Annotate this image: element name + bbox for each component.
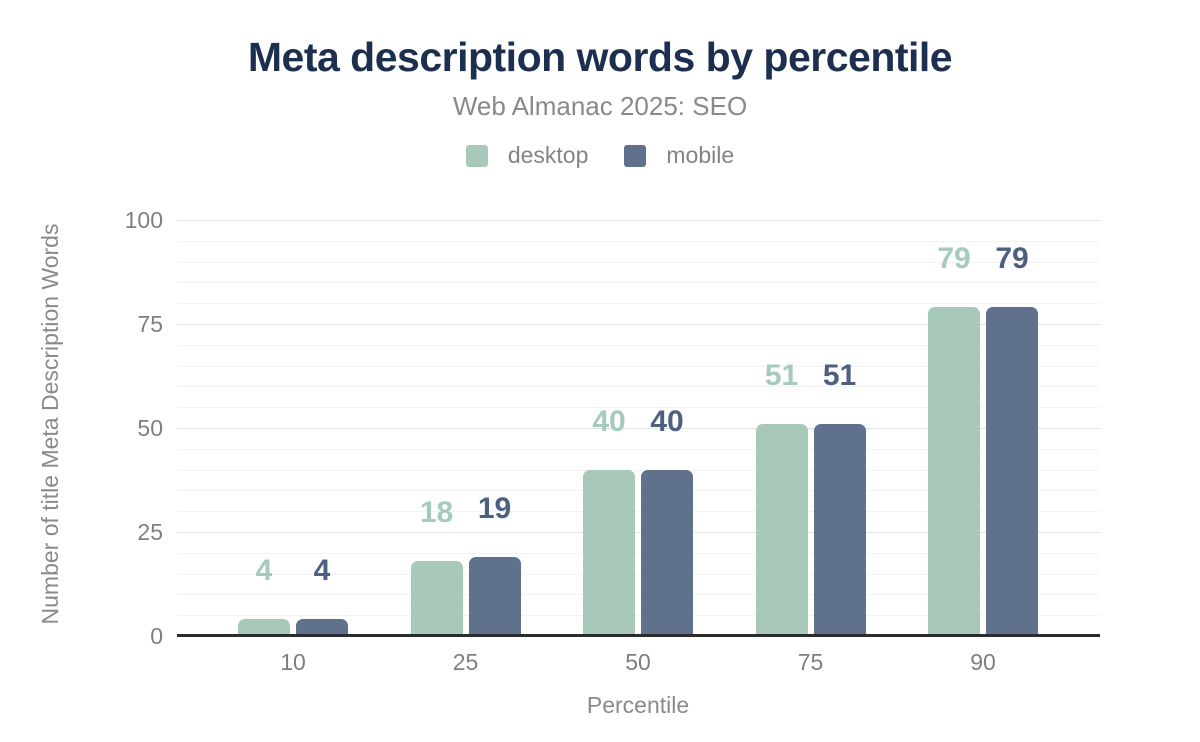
legend-item-desktop: desktop [465,142,589,169]
y-tick-label: 75 [137,311,163,337]
major-gridline [177,428,1100,429]
x-tick-label: 50 [625,649,651,675]
value-label-mobile-p25: 19 [477,492,512,525]
value-label-desktop-p90: 79 [937,242,971,275]
major-gridline [177,532,1100,533]
bar-mobile-p90 [986,307,1038,636]
minor-gridline [177,511,1100,512]
y-tick-label: 0 [150,623,163,649]
y-tick-label: 50 [137,415,163,441]
x-tick-label: 75 [797,649,824,675]
minor-gridline [177,470,1100,471]
bar-mobile-p75 [813,424,866,636]
chart-title: Meta description words by percentile [247,34,953,80]
minor-gridline [177,345,1100,346]
bar-mobile-p10 [296,619,348,636]
x-tick-label: 25 [452,649,479,675]
y-axis-title: Number of title Meta Description Words [37,223,63,625]
value-label-desktop-p10: 4 [255,554,273,587]
major-gridline [177,324,1100,325]
mobile-swatch [624,144,647,167]
bar-desktop-p25 [410,561,463,636]
legend-label-desktop: desktop [507,142,589,168]
desktop-swatch [465,144,488,167]
minor-gridline [177,366,1100,367]
chart-subtitle: Web Almanac 2025: SEO [452,91,748,121]
bar-desktop-p50 [583,470,635,636]
legend-item-mobile: mobile [624,142,734,169]
y-tick-label: 100 [124,207,163,233]
minor-gridline [177,574,1100,575]
major-gridline [177,220,1100,221]
value-label-mobile-p10: 4 [313,554,331,587]
minor-gridline [177,386,1100,387]
bar-desktop-p90 [928,307,980,636]
minor-gridline [177,594,1100,595]
minor-gridline [177,262,1100,263]
x-axis-title: Percentile [586,692,690,718]
bar-desktop-p75 [755,424,808,636]
minor-gridline [177,407,1100,408]
minor-gridline [177,615,1100,616]
bar-mobile-p50 [641,470,693,636]
minor-gridline [177,449,1100,450]
x-tick-label: 90 [970,649,996,675]
minor-gridline [177,282,1100,283]
minor-gridline [177,553,1100,554]
minor-gridline [177,241,1100,242]
legend: desktop mobile [0,142,1200,169]
x-tick-label: 10 [280,649,306,675]
value-label-desktop-p25: 18 [419,496,454,529]
minor-gridline [177,303,1100,304]
bar-mobile-p25 [468,557,521,636]
value-label-desktop-p75: 51 [764,359,799,392]
value-label-mobile-p50: 40 [650,405,684,438]
value-label-desktop-p50: 40 [592,405,626,438]
value-label-mobile-p90: 79 [995,242,1029,275]
x-axis-line [177,634,1100,637]
bar-desktop-p10 [238,619,290,636]
minor-gridline [177,490,1100,491]
legend-label-mobile: mobile [666,142,735,168]
y-tick-label: 25 [137,519,163,545]
value-label-mobile-p75: 51 [822,359,857,392]
